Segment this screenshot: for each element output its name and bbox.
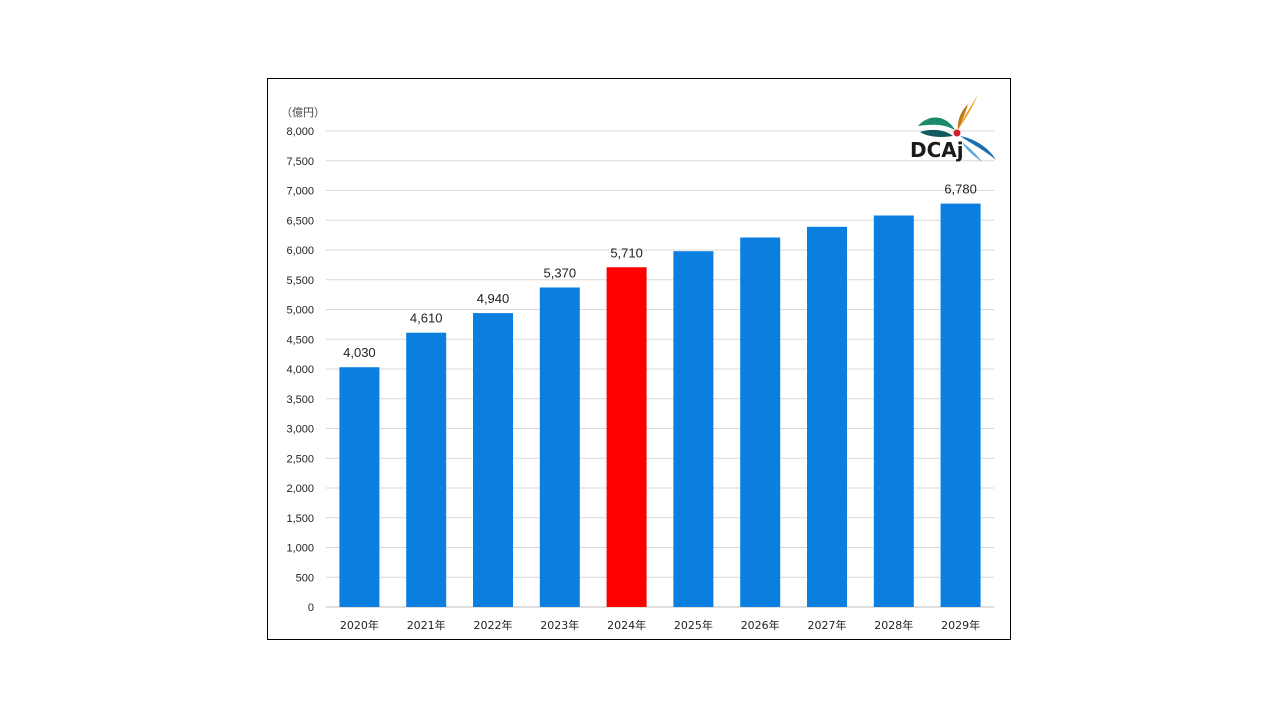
y-tick-label: 1,000 (286, 543, 314, 555)
y-tick-label: 2,000 (286, 483, 314, 495)
bar-2024年 (606, 267, 647, 607)
bar-2022年 (473, 313, 513, 607)
y-tick-label: 5,000 (286, 305, 314, 317)
x-category-label: 2022年 (474, 618, 513, 632)
y-tick-label: 4,500 (286, 334, 314, 346)
logo-swoosh-orange (958, 94, 978, 130)
logo-swoosh-blue (960, 136, 996, 160)
data-label: 4,940 (477, 291, 510, 306)
y-tick-label: 1,500 (286, 513, 314, 525)
logo-text: DCAj (910, 138, 964, 162)
y-tick-label: 3,000 (286, 424, 314, 436)
y-axis-ticks: 0 500 1,000 1,500 2,000 2,500 3,000 3,500 4,000 4… (286, 126, 314, 614)
x-axis-categories: 2020年 2021年 2022年 2023年 2024年 2025年 2026年 2027年… (340, 618, 980, 632)
x-category-label: 2029年 (941, 618, 980, 632)
x-category-label: 2024年 (607, 618, 646, 632)
bar-2023年 (539, 287, 580, 607)
y-tick-label: 4,000 (286, 364, 314, 376)
bars (339, 203, 981, 608)
y-tick-label: 500 (296, 572, 314, 584)
logo-swoosh-teal (920, 129, 953, 137)
y-axis-unit-label: （億円） (281, 106, 325, 119)
bar-2021年 (406, 332, 447, 607)
data-label: 5,370 (544, 265, 577, 280)
y-tick-label: 7,000 (286, 186, 314, 198)
y-tick-label: 3,500 (286, 394, 314, 406)
bar-2026年 (740, 237, 781, 607)
x-category-label: 2023年 (540, 618, 579, 632)
x-category-label: 2026年 (741, 618, 780, 632)
data-label: 5,710 (610, 245, 643, 260)
dcaj-logo: DCAj (910, 94, 996, 162)
data-label: 6,780 (944, 182, 977, 197)
bar-2027年 (807, 226, 847, 608)
logo-dot (953, 129, 961, 137)
logo-swoosh-lightblue (962, 142, 982, 162)
logo-swoosh-gold (957, 104, 968, 130)
bar-2025年 (673, 251, 714, 607)
data-label: 4,030 (343, 345, 376, 360)
y-tick-label: 8,000 (286, 126, 314, 138)
x-category-label: 2027年 (808, 618, 847, 632)
y-tick-label: 6,500 (286, 215, 314, 227)
x-category-label: 2028年 (874, 618, 913, 632)
bar-2029年 (940, 203, 981, 607)
x-category-label: 2025年 (674, 618, 713, 632)
y-tick-label: 2,500 (286, 453, 314, 465)
logo-swoosh-green (918, 117, 955, 130)
data-labels: 4,030 4,610 4,940 5,370 5,710 6,780 (343, 182, 977, 361)
bar-2028年 (873, 215, 914, 608)
x-category-label: 2021年 (407, 618, 446, 632)
x-category-label: 2020年 (340, 618, 379, 632)
data-label: 4,610 (410, 311, 443, 326)
y-tick-label: 5,500 (286, 275, 314, 287)
y-tick-label: 0 (308, 602, 314, 614)
y-tick-label: 7,500 (286, 156, 314, 168)
bar-2020年 (339, 367, 380, 607)
y-tick-label: 6,000 (286, 245, 314, 257)
